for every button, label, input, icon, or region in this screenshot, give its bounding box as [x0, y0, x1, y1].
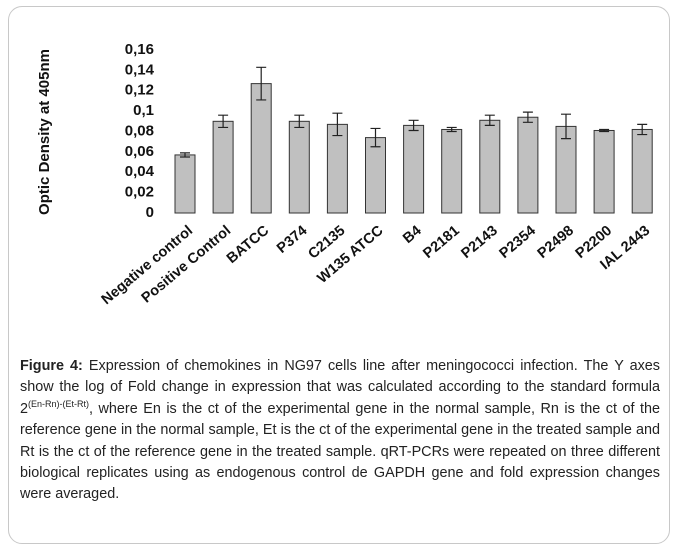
- y-tick-label: 0,04: [125, 163, 155, 180]
- error-bar: [599, 128, 610, 133]
- bar: [174, 154, 196, 214]
- y-tick-label: 0,06: [125, 143, 154, 160]
- bar: [593, 129, 615, 214]
- error-bar: [637, 123, 648, 136]
- bar: [365, 137, 386, 214]
- caption-text: Expression of chemokines in NG97 cells l…: [20, 358, 660, 417]
- error-bar: [332, 112, 343, 137]
- x-tick-label: P374: [274, 223, 310, 257]
- error-bar: [408, 119, 419, 132]
- y-tick-label: 0,02: [125, 184, 154, 201]
- x-tick-label: P2143: [458, 223, 500, 262]
- figure-caption: Figure 4: Expression of chemokines in NG…: [20, 356, 660, 506]
- bar: [212, 120, 234, 214]
- error-bar: [522, 111, 533, 123]
- bar: [479, 119, 501, 214]
- bar: [250, 83, 272, 214]
- bar: [288, 120, 310, 214]
- y-tick-label: 0: [146, 204, 154, 221]
- error-bar: [561, 113, 571, 140]
- bar: [555, 125, 577, 214]
- caption-label: Figure 4:: [20, 358, 83, 374]
- error-bar: [218, 114, 229, 129]
- error-bar: [180, 152, 190, 158]
- bar: [631, 128, 653, 214]
- error-bar: [256, 66, 267, 101]
- y-tick-label: 0,1: [133, 102, 154, 119]
- error-bar: [294, 114, 305, 129]
- bar: [517, 116, 539, 214]
- caption-text: , where En is the ct of the experimental…: [20, 400, 660, 503]
- caption-superscript: (En-Rn)-(Et-Rt): [28, 399, 90, 410]
- y-tick-label: 0,12: [125, 82, 154, 99]
- y-tick-label: 0,16: [125, 41, 154, 58]
- chart: Optic Density at 405nm 0 0,02 0,04 0,06 0,08…: [36, 41, 653, 308]
- x-tick-label: BATCC: [224, 222, 273, 267]
- x-tick-label: P2181: [420, 223, 462, 262]
- x-tick-label: P2354: [497, 223, 539, 262]
- bar: [441, 128, 463, 214]
- bar: [326, 123, 348, 214]
- bar: [403, 124, 425, 214]
- x-tick-label: B4: [400, 223, 424, 247]
- x-tick-label: P2498: [535, 223, 577, 262]
- y-tick-label: 0,14: [125, 61, 155, 78]
- error-bar: [484, 114, 495, 126]
- error-bar: [370, 127, 381, 148]
- error-bar: [446, 126, 457, 133]
- y-axis-label: Optic Density at 405nm: [36, 49, 53, 215]
- y-tick-label: 0,08: [125, 122, 154, 139]
- x-tick-label: W135 ATCC: [315, 222, 387, 286]
- figure-frame: [8, 6, 670, 544]
